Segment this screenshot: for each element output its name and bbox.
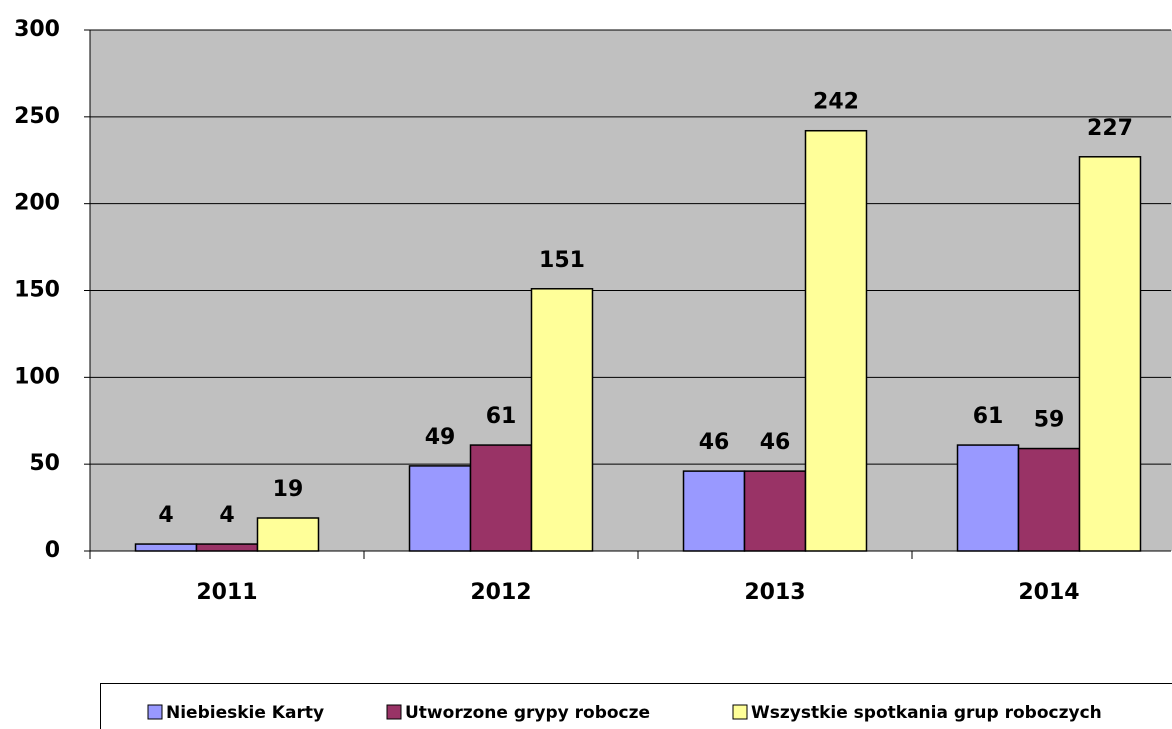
value-label: 46 xyxy=(699,430,730,455)
value-label: 4 xyxy=(219,503,234,528)
value-label: 46 xyxy=(760,430,791,455)
legend-swatch xyxy=(386,704,402,720)
y-tick-label: 50 xyxy=(29,451,60,476)
x-tick-label: 2014 xyxy=(1018,580,1079,605)
value-label: 4 xyxy=(158,503,173,528)
legend-label: Wszystkie spotkania grup roboczych xyxy=(751,703,1102,723)
bar xyxy=(408,465,472,552)
bar xyxy=(804,129,868,552)
bar xyxy=(956,444,1020,552)
y-tick-label: 0 xyxy=(45,538,60,563)
value-label: 227 xyxy=(1087,116,1133,141)
legend-label: Niebieskie Karty xyxy=(166,703,324,723)
legend-label: Utworzone grypy robocze xyxy=(405,703,650,723)
value-label: 151 xyxy=(539,248,585,273)
x-tick-label: 2013 xyxy=(744,580,805,605)
value-label: 61 xyxy=(486,404,517,429)
bar xyxy=(469,444,533,552)
bar xyxy=(1017,447,1081,552)
value-label: 242 xyxy=(813,90,859,115)
bar xyxy=(530,288,594,552)
bar xyxy=(743,470,807,552)
value-label: 49 xyxy=(425,425,456,450)
legend-swatch xyxy=(147,704,163,720)
legend-swatch xyxy=(732,704,748,720)
bar xyxy=(1078,156,1142,552)
x-tick-label: 2012 xyxy=(470,580,531,605)
y-tick-label: 100 xyxy=(14,364,60,389)
value-label: 19 xyxy=(273,477,304,502)
value-label: 59 xyxy=(1034,408,1065,433)
bar xyxy=(256,517,320,552)
x-tick-label: 2011 xyxy=(196,580,257,605)
y-tick-label: 250 xyxy=(14,104,60,129)
y-tick-label: 200 xyxy=(14,191,60,216)
bar xyxy=(682,470,746,552)
y-tick-label: 150 xyxy=(14,278,60,303)
y-tick-label: 300 xyxy=(14,17,60,42)
bar xyxy=(134,543,198,552)
legend-box xyxy=(100,683,1172,729)
bar xyxy=(195,543,259,552)
value-label: 61 xyxy=(973,404,1004,429)
